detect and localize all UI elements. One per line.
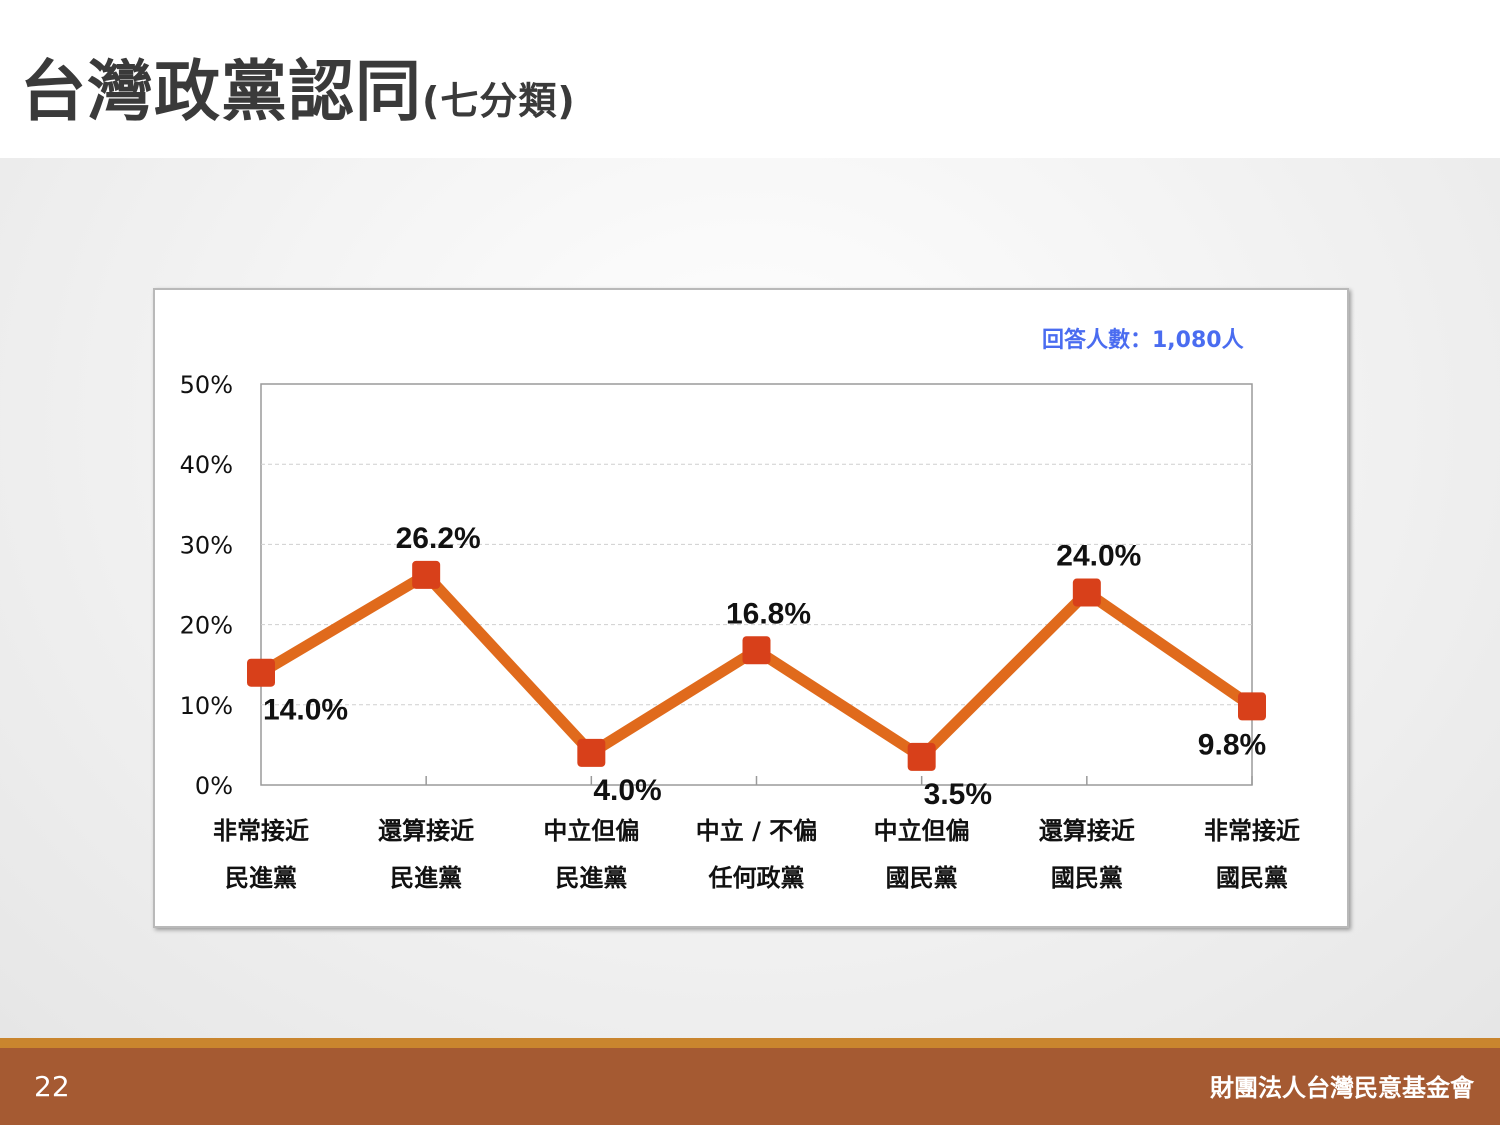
x-category-label: 還算接近: [378, 817, 474, 845]
data-point: [1238, 692, 1266, 721]
x-category-label: 任何政黨: [708, 864, 805, 892]
data-label: 4.0%: [593, 774, 661, 807]
x-category-label: 民進黨: [225, 864, 297, 892]
y-tick-label: 20%: [180, 612, 233, 640]
y-tick-label: 30%: [180, 531, 233, 559]
chart-panel: 0% 10% 20% 30% 40% 50% 非常接近民進黨 還算接近民進黨 中立但偏民進黨 中立…: [153, 288, 1349, 928]
data-point: [412, 560, 441, 589]
y-tick-label: 0%: [195, 772, 233, 800]
y-tick-label: 40%: [180, 451, 233, 479]
x-category-label: 國民黨: [886, 864, 958, 892]
data-label: 16.8%: [726, 597, 811, 630]
data-label: 14.0%: [263, 694, 348, 727]
x-category-label: 民進黨: [390, 864, 462, 892]
title-main: 台灣政黨認同: [20, 53, 422, 130]
data-label: 26.2%: [396, 522, 481, 555]
page-number: 22: [34, 1070, 70, 1103]
data-point: [1072, 578, 1101, 607]
x-category-label: 國民黨: [1216, 864, 1288, 892]
x-category-label: 非常接近: [213, 817, 309, 845]
title-subtitle: (七分類): [422, 79, 576, 123]
data-label: 3.5%: [924, 778, 992, 811]
x-category-label: 還算接近: [1039, 817, 1135, 845]
organization-name: 財團法人台灣民意基金會: [1210, 1074, 1474, 1102]
data-point: [247, 658, 275, 687]
x-category-label: 中立但偏: [543, 817, 639, 845]
x-category-label: 民進黨: [555, 864, 627, 892]
x-category-label: 中立但偏: [874, 817, 970, 845]
x-category-label: 非常接近: [1204, 817, 1300, 845]
x-category-label: 中立 / 不偏: [696, 817, 817, 845]
data-point: [907, 742, 936, 771]
footer-bar: [0, 1048, 1500, 1125]
data-point: [742, 636, 771, 665]
x-category-label: 國民黨: [1051, 864, 1123, 892]
data-label: 24.0%: [1056, 540, 1141, 573]
respondent-count: 回答人數：1,080人: [1042, 328, 1244, 353]
y-tick-label: 50%: [180, 371, 233, 399]
data-point: [577, 738, 606, 767]
title-bar: 台灣政黨認同(七分類): [0, 0, 1500, 158]
y-tick-label: 10%: [180, 692, 233, 720]
page-title: 台灣政黨認同(七分類): [20, 38, 576, 134]
footer-accent-line: [0, 1038, 1500, 1048]
data-label: 9.8%: [1198, 728, 1266, 761]
